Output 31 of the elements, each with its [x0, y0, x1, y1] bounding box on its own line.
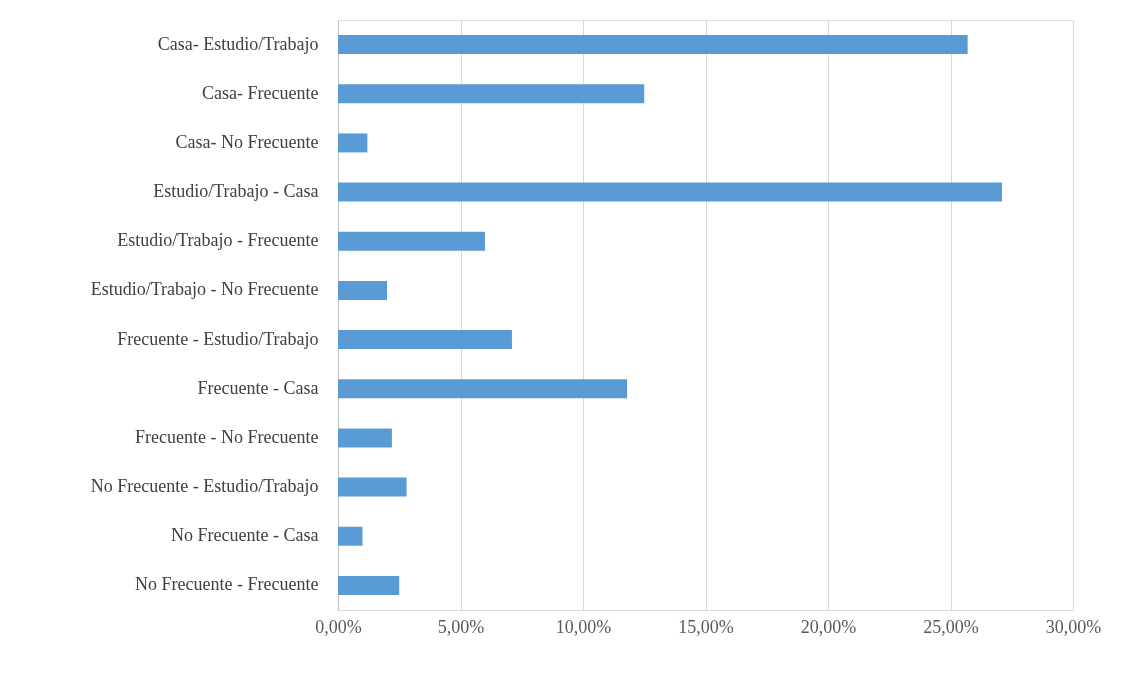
- y-tick-label: Estudio/Trabajo - Casa: [153, 181, 319, 202]
- bar: [338, 182, 1002, 202]
- bar: [338, 379, 628, 399]
- y-tick-label: Estudio/Trabajo - No Frecuente: [90, 279, 319, 300]
- x-tick-label: 10,00%: [555, 616, 612, 637]
- x-tick-label: 15,00%: [678, 616, 734, 637]
- bar: [338, 526, 363, 546]
- bar: [338, 330, 512, 350]
- bar: [338, 575, 400, 595]
- x-tick-label: 0,00%: [315, 616, 362, 637]
- bar: [338, 84, 645, 104]
- bar: [338, 428, 392, 448]
- y-tick-label: Frecuente - No Frecuente: [135, 426, 319, 447]
- bar: [338, 280, 387, 300]
- bar: [338, 35, 968, 55]
- x-tick-label: 30,00%: [1045, 616, 1102, 637]
- x-tick-label: 20,00%: [800, 616, 857, 637]
- bar: [338, 231, 485, 251]
- y-tick-label: Casa- Estudio/Trabajo: [157, 33, 319, 54]
- y-tick-label: No Frecuente - Estudio/Trabajo: [90, 476, 319, 497]
- bar: [338, 477, 407, 497]
- x-tick-label: 5,00%: [437, 616, 485, 637]
- x-tick-label: 25,00%: [923, 616, 979, 637]
- y-tick-label: Casa- No Frecuente: [175, 131, 319, 152]
- y-tick-label: No Frecuente - Frecuente: [135, 574, 319, 595]
- y-tick-label: Frecuente - Estudio/Trabajo: [117, 328, 319, 349]
- y-tick-label: Casa- Frecuente: [202, 82, 319, 103]
- bar: [338, 133, 368, 153]
- y-tick-label: Frecuente - Casa: [197, 377, 319, 398]
- y-tick-label: Estudio/Trabajo - Frecuente: [117, 230, 319, 251]
- y-tick-label: No Frecuente - Casa: [171, 525, 319, 546]
